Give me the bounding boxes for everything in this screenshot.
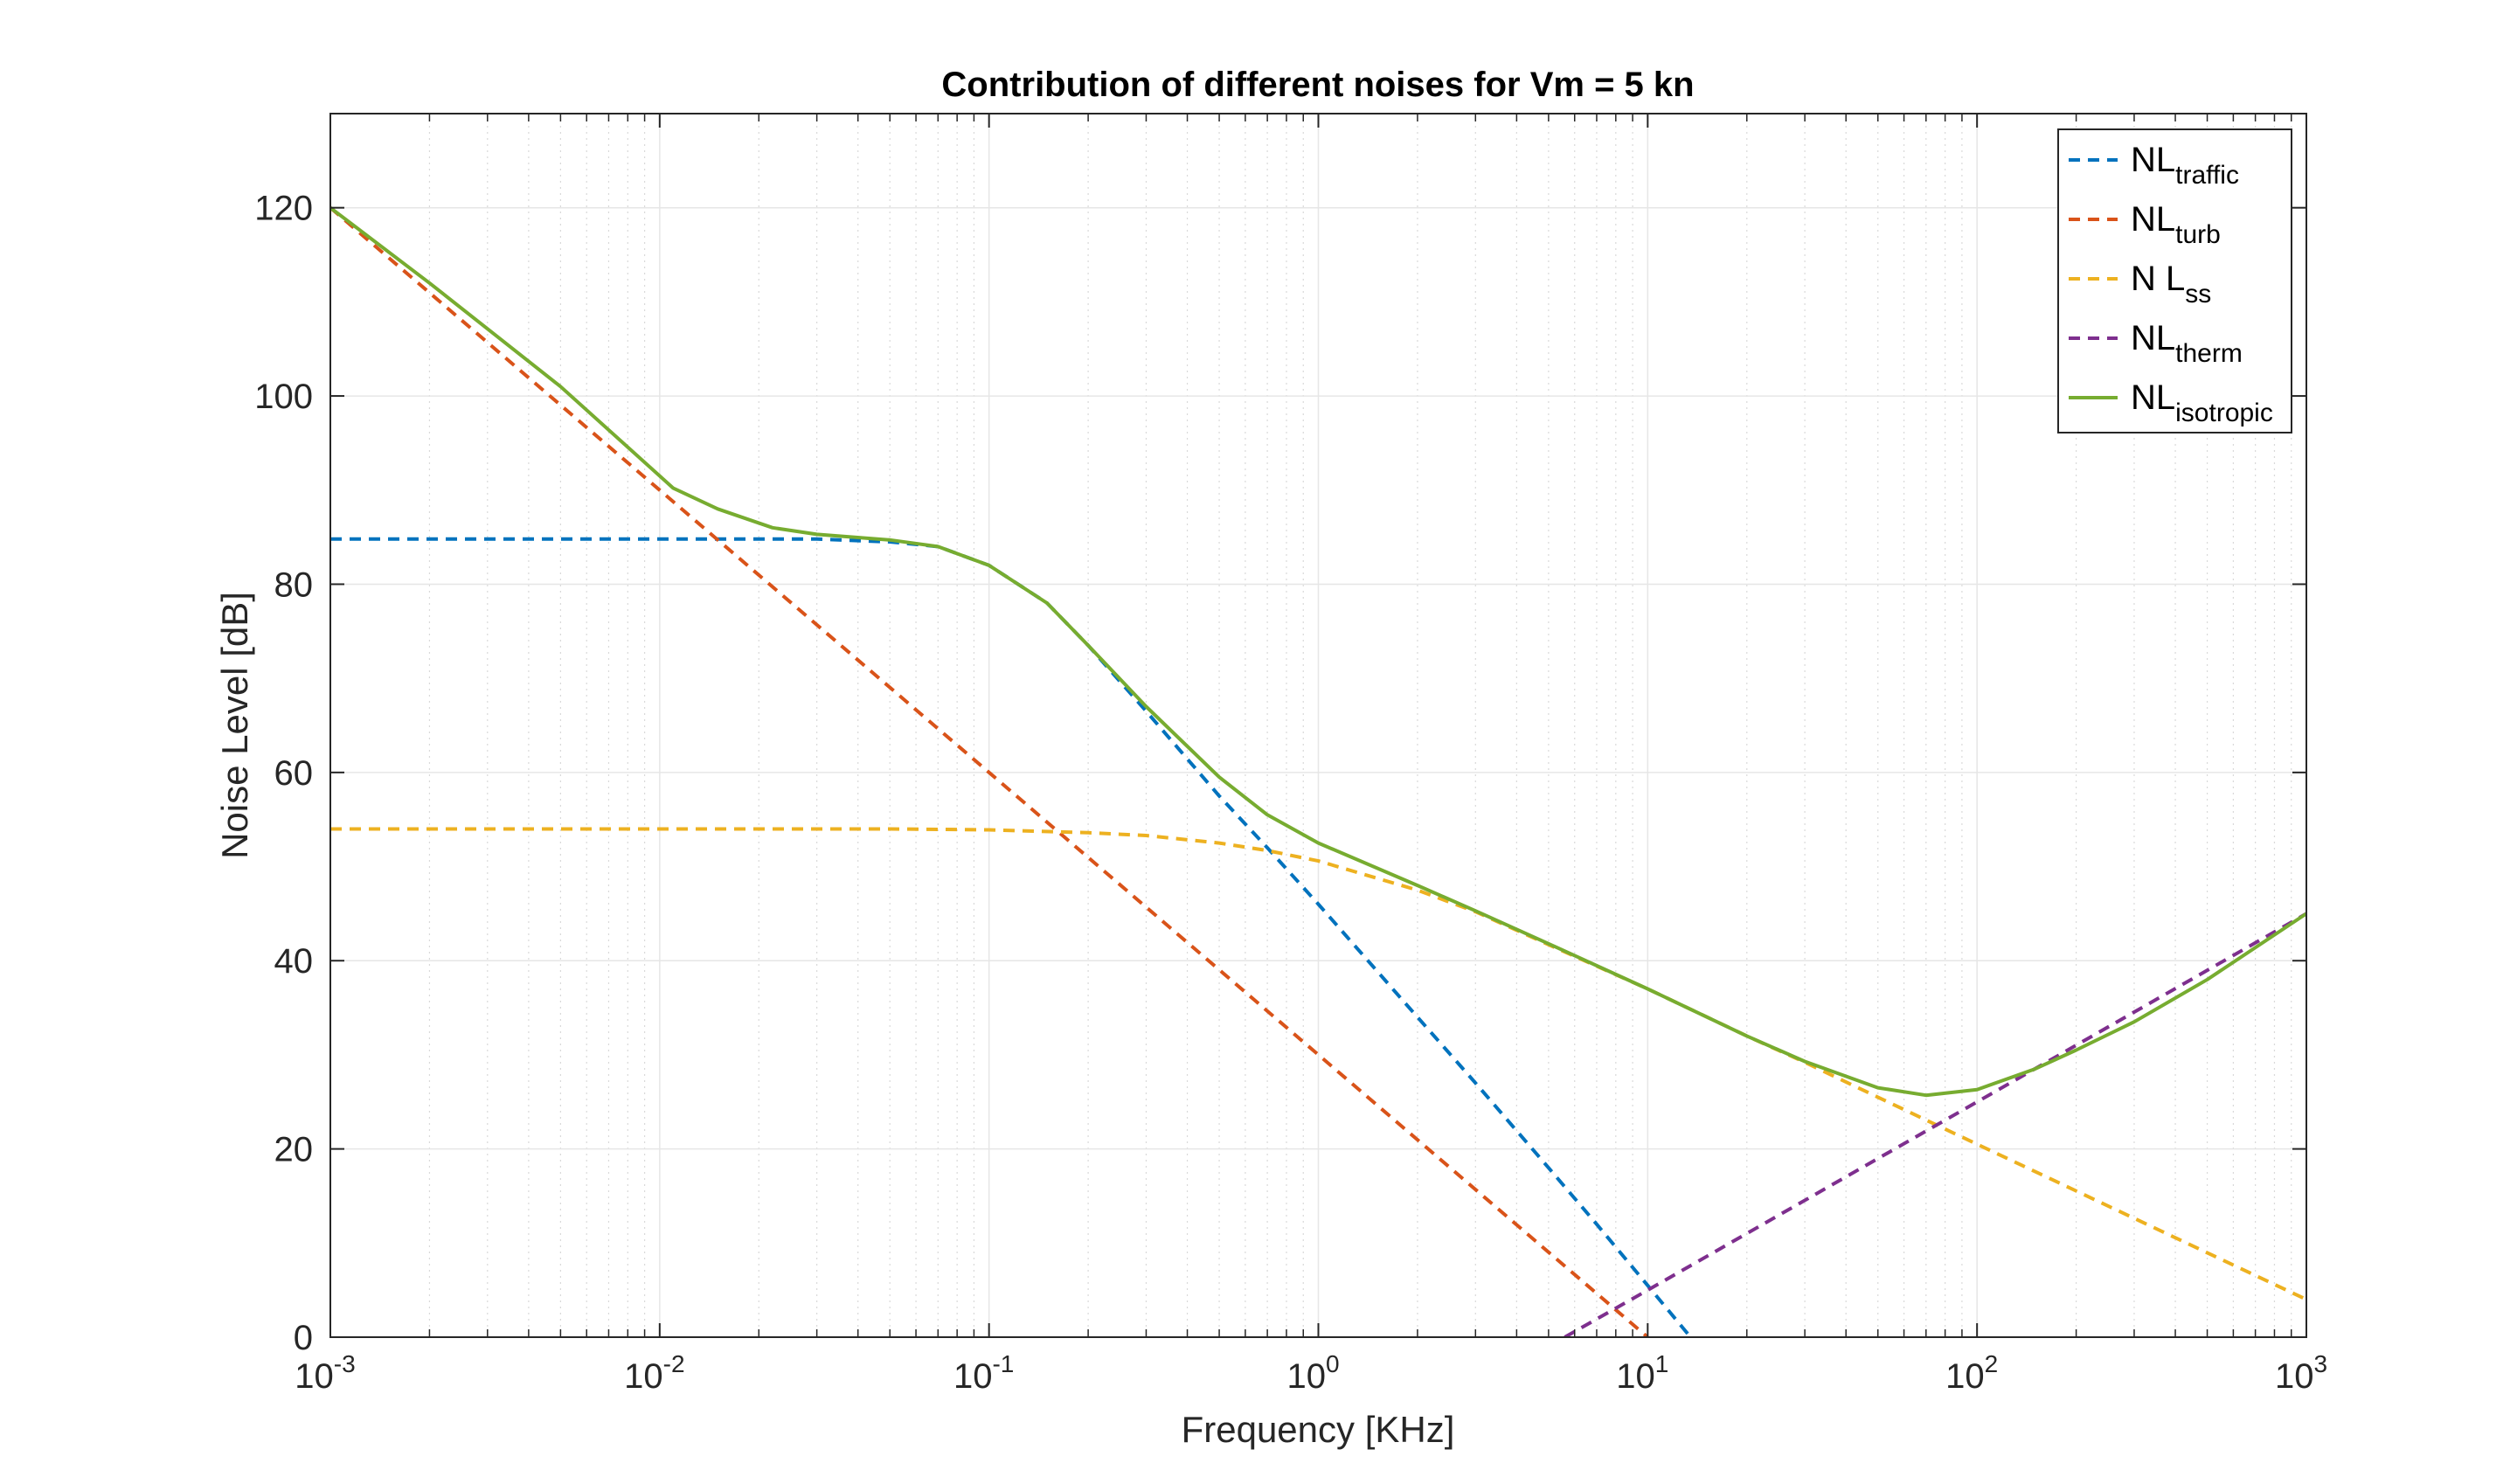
series-line-therm xyxy=(1564,912,2306,1337)
legend-items: NLtraffic NLturb N Lss NLtherm NLisotropic xyxy=(2069,141,2273,427)
y-tick-label: 20 xyxy=(274,1131,314,1169)
x-tick-label: 10-1 xyxy=(953,1350,1014,1396)
series-line-ss xyxy=(330,827,2306,1301)
x-tick-label: 10-2 xyxy=(624,1350,684,1396)
legend: NLtraffic NLturb N Lss NLtherm NLisotropic xyxy=(2057,128,2292,433)
y-tick-label: 120 xyxy=(254,190,313,228)
legend-label-traffic: NLtraffic xyxy=(2131,141,2239,190)
y-tick-labels: 0 20 40 60 80 100 120 xyxy=(254,190,313,1357)
axis-ticks xyxy=(329,114,2307,1338)
series-line-traffic xyxy=(330,537,1692,1337)
series-line-isotropic xyxy=(330,206,2306,1098)
x-tick-labels: 10-3 10-2 10-1 100 101 102 103 xyxy=(295,1350,2327,1396)
series-layer xyxy=(330,206,2306,1337)
x-tick-label: 100 xyxy=(1286,1350,1339,1396)
y-tick-label: 100 xyxy=(254,378,313,416)
x-tick-label: 10-3 xyxy=(295,1350,355,1396)
x-tick-label: 103 xyxy=(2275,1350,2327,1396)
y-tick-label: 80 xyxy=(274,565,314,604)
series-line-turb xyxy=(330,206,1649,1337)
minor-grid xyxy=(428,114,2292,1337)
legend-label-ss: N Lss xyxy=(2131,260,2211,309)
legend-label-turb: NLturb xyxy=(2131,200,2221,249)
y-tick-label: 60 xyxy=(274,754,314,793)
legend-label-isotropic: NLisotropic xyxy=(2131,378,2273,427)
legend-label-therm: NLtherm xyxy=(2131,319,2243,368)
y-tick-label: 40 xyxy=(274,942,314,981)
x-tick-label: 101 xyxy=(1616,1350,1668,1396)
x-tick-label: 102 xyxy=(1945,1350,1998,1396)
y-axis-label: Noise Level [dB] xyxy=(214,592,255,859)
y-tick-label: 0 xyxy=(294,1319,313,1357)
legend-box xyxy=(2057,128,2292,433)
x-axis-label: Frequency [KHz] xyxy=(1182,1409,1455,1450)
chart-title: Contribution of different noises for Vm … xyxy=(941,66,1694,104)
